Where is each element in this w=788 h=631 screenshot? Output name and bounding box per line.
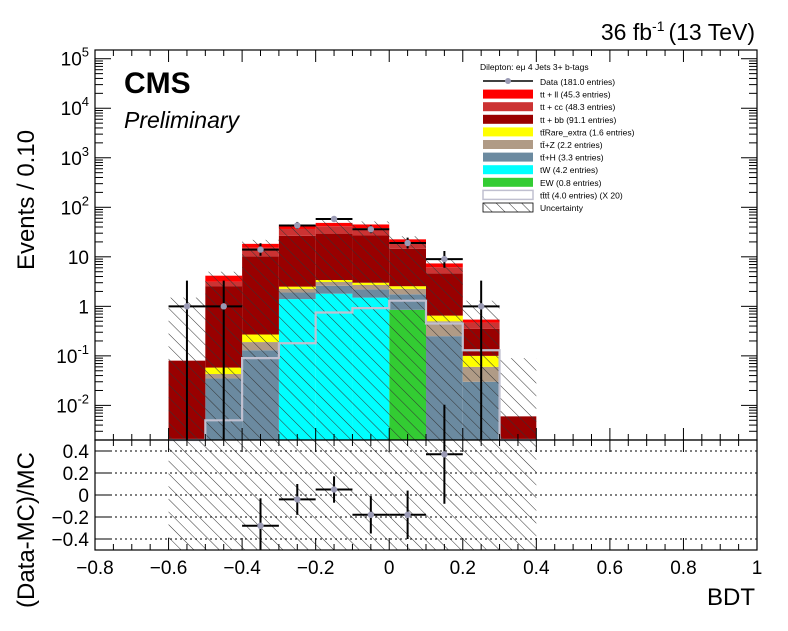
uncertainty-hatch-6 [389, 236, 426, 440]
legend-label-6: tt̄+H (3.3 entries) [540, 153, 604, 163]
legend-swatch-8 [483, 177, 533, 187]
y-axis-title-top: Events / 0.10 [13, 130, 40, 270]
y-axis-title-bottom: (Data-MC)/MC [13, 452, 40, 608]
legend-label-3: tt + bb (91.1 entries) [540, 115, 616, 125]
uncertainty-hatch-2 [242, 239, 279, 440]
legend-title: Dilepton: eμ 4 Jets 3+ b-tags [480, 62, 589, 72]
data-point-2 [257, 246, 264, 253]
x-tick-label-3: −0.2 [297, 558, 335, 579]
y-tick-exp-4: 2 [82, 193, 89, 208]
y-tick-exp-7: 5 [82, 45, 89, 60]
legend-label-5: tt̄+Z (2.2 entries) [540, 140, 603, 150]
cms-label: CMS [124, 67, 191, 100]
ratio-y-tick-label-0: −0.4 [51, 530, 89, 551]
legend-swatch-6 [483, 152, 533, 162]
uncertainty-hatch-3 [278, 224, 316, 440]
legend-swatch-9 [482, 189, 534, 201]
tttt-outline [168, 299, 537, 442]
x-tick-label-0: −0.8 [76, 558, 114, 579]
legend-label-7: tW (4.2 entries) [540, 165, 598, 175]
legend-swatch-4 [483, 127, 533, 137]
legend-label-9: tt̄tt̄ (4.0 entries) (X 20) [540, 190, 623, 200]
x-tick-label-1: −0.6 [150, 558, 188, 579]
legend-swatch-5 [483, 140, 533, 149]
y-tick-exp-5: 3 [82, 144, 89, 159]
y-tick-label-4: 102 [61, 193, 89, 219]
y-tick-label-2: 1 [78, 297, 89, 318]
ratio-point-5 [441, 451, 448, 458]
legend-swatch-1 [483, 89, 533, 99]
y-tick-label-1: 10-1 [56, 342, 89, 368]
x-tick-label-4: 0 [384, 558, 395, 579]
ratio-y-tick-label-3: 0.2 [63, 464, 89, 485]
legend-label-1: tt + ll (45.3 entries) [540, 90, 611, 100]
ratio-point-3 [367, 511, 375, 518]
y-tick-label-3: 10 [68, 248, 89, 269]
y-tick-base-6: 10 [61, 99, 82, 120]
x-tick-label-8: 0.8 [670, 558, 696, 579]
x-axis-title: BDT [707, 584, 755, 611]
y-tick-label-5: 103 [61, 144, 89, 170]
legend-swatch-3 [483, 114, 533, 124]
ratio-y-tick-label-4: 0.4 [63, 442, 90, 463]
uncertainty-hatch-4 [315, 220, 353, 440]
uncertainty-hatch-9 [499, 358, 537, 440]
y-tick-base-2: 1 [78, 297, 89, 318]
data-point-8 [477, 303, 485, 310]
y-tick-base-3: 10 [68, 248, 89, 269]
lumi-label: 36 fb-1 (13 TeV) [601, 18, 755, 45]
legend-label-8: EW (0.8 entries) [540, 178, 602, 188]
y-tick-exp-6: 4 [82, 94, 89, 109]
data-point-7 [441, 255, 448, 263]
legend-swatch-7 [483, 165, 533, 175]
preliminary-label: Preliminary [124, 107, 241, 133]
y-tick-base-5: 10 [61, 149, 82, 170]
ratio-point-4 [404, 511, 411, 518]
uncertainty-hatch-5 [352, 221, 390, 440]
y-tick-base-0: 10 [56, 396, 77, 417]
y-tick-base-7: 10 [61, 50, 82, 71]
data-point-5 [367, 226, 375, 233]
y-tick-exp-1: -1 [77, 342, 89, 357]
x-tick-label-2: −0.4 [223, 558, 261, 579]
y-tick-base-1: 10 [56, 347, 77, 368]
ratio-y-tick-label-2: 0 [78, 486, 89, 507]
ratio-y-tick-label-1: −0.2 [51, 508, 89, 529]
y-tick-exp-0: -2 [77, 391, 89, 406]
y-tick-label-7: 105 [61, 45, 89, 71]
legend-label-10: Uncertainty [540, 203, 584, 213]
legend-label-0: Data (181.0 entries) [540, 77, 615, 87]
data-point-1 [220, 303, 227, 310]
legend-data-marker [505, 78, 511, 84]
data-point-0 [183, 303, 191, 310]
y-tick-base-4: 10 [61, 198, 82, 219]
data-point-4 [330, 215, 338, 223]
x-tick-label-6: 0.4 [523, 558, 550, 579]
x-tick-label-9: 1 [752, 558, 763, 579]
ratio-point-0 [257, 522, 264, 529]
x-tick-label-7: 0.6 [597, 558, 623, 579]
y-tick-label-0: 10-2 [56, 391, 89, 417]
legend-swatch-2 [483, 102, 533, 112]
data-point-6 [404, 239, 411, 247]
legend-label-2: tt + cc (48.3 entries) [540, 102, 616, 112]
data-point-3 [294, 222, 301, 229]
y-tick-label-6: 104 [61, 94, 89, 120]
x-tick-label-5: 0.2 [450, 558, 476, 579]
ratio-point-2 [330, 486, 338, 493]
ratio-panel: −0.4−0.200.20.4−0.8 −0.6 −0.4 −0.2 0 0.2 0.4 0.… [51, 404, 763, 579]
legend-swatch-10 [482, 202, 534, 213]
legend-label-4: tt̄Rare_extra (1.6 entries) [540, 127, 635, 137]
legend: Dilepton: eμ 4 Jets 3+ b-tags Data (181.… [480, 62, 635, 213]
ratio-point-1 [294, 496, 301, 503]
